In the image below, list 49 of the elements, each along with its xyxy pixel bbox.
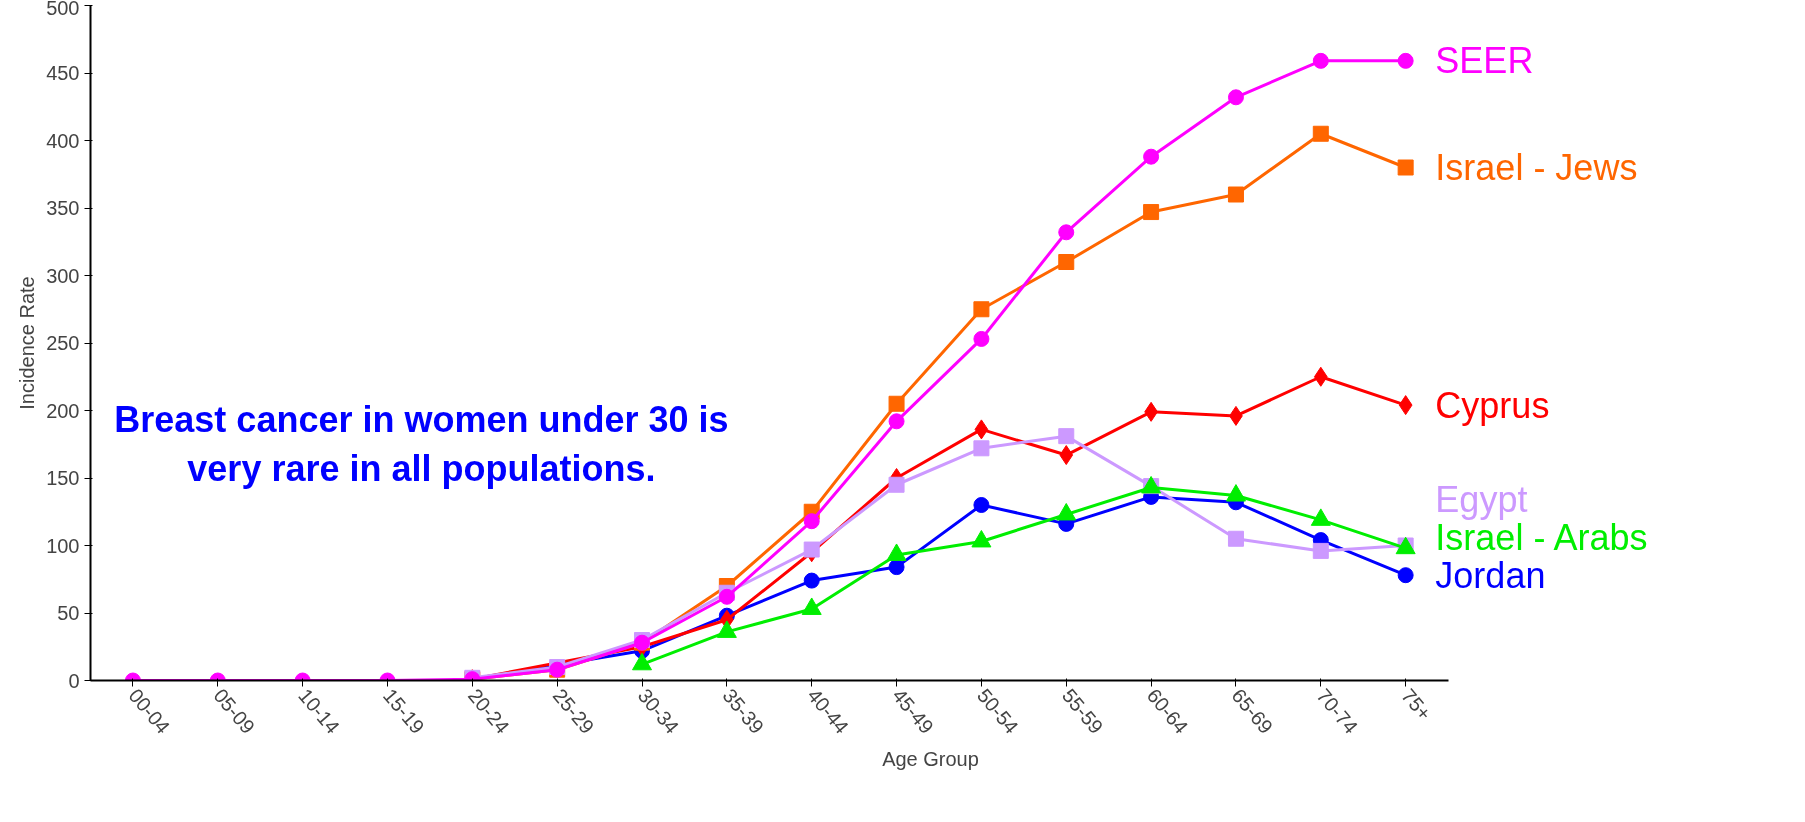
point bbox=[1143, 148, 1160, 165]
x-tick-label: 75+ bbox=[1397, 684, 1436, 725]
y-tick-label: 100 bbox=[46, 534, 80, 557]
point bbox=[1312, 52, 1329, 69]
series-label: Jordan bbox=[1435, 554, 1546, 596]
point bbox=[1312, 125, 1329, 142]
point bbox=[1397, 159, 1414, 176]
x-axis-title: Age Group bbox=[882, 747, 979, 770]
point bbox=[973, 330, 990, 347]
point bbox=[1059, 445, 1074, 466]
y-tick-label: 500 bbox=[46, 0, 80, 19]
point bbox=[1143, 204, 1160, 221]
y-tick-label: 300 bbox=[46, 264, 80, 287]
point bbox=[1227, 530, 1244, 547]
point bbox=[888, 413, 905, 430]
point bbox=[888, 476, 905, 493]
y-tick-label: 250 bbox=[46, 332, 80, 354]
series-label: Israel - Jews bbox=[1435, 147, 1638, 188]
y-tick-label: 150 bbox=[46, 467, 80, 489]
point bbox=[973, 301, 990, 318]
point bbox=[1227, 89, 1244, 106]
point bbox=[973, 440, 990, 457]
point bbox=[1397, 567, 1414, 584]
point bbox=[1227, 186, 1244, 203]
point bbox=[803, 513, 820, 530]
series-label: Cyprus bbox=[1435, 384, 1550, 426]
y-tick-label: 450 bbox=[46, 62, 80, 84]
y-tick-label: 0 bbox=[68, 669, 80, 692]
point bbox=[1398, 395, 1413, 416]
y-tick-label: 400 bbox=[46, 129, 80, 152]
y-axis-title: Incidence Rate bbox=[16, 276, 39, 410]
point bbox=[803, 572, 820, 589]
y-tick-label: 200 bbox=[46, 399, 80, 422]
point bbox=[888, 395, 905, 412]
annotation: Breast cancer in women under 30 is very rare in all populations. bbox=[114, 399, 729, 490]
point bbox=[1313, 366, 1328, 387]
y-tick-label: 350 bbox=[46, 197, 80, 219]
point bbox=[974, 419, 989, 440]
point bbox=[1058, 224, 1075, 241]
point bbox=[888, 559, 905, 576]
point bbox=[1058, 428, 1075, 445]
point bbox=[1058, 254, 1075, 270]
point bbox=[718, 588, 735, 605]
point bbox=[1312, 542, 1329, 559]
point bbox=[803, 541, 820, 558]
y-tick-label: 50 bbox=[57, 602, 80, 624]
point bbox=[973, 497, 990, 513]
series-label: SEER bbox=[1435, 40, 1534, 82]
point bbox=[1397, 52, 1414, 69]
